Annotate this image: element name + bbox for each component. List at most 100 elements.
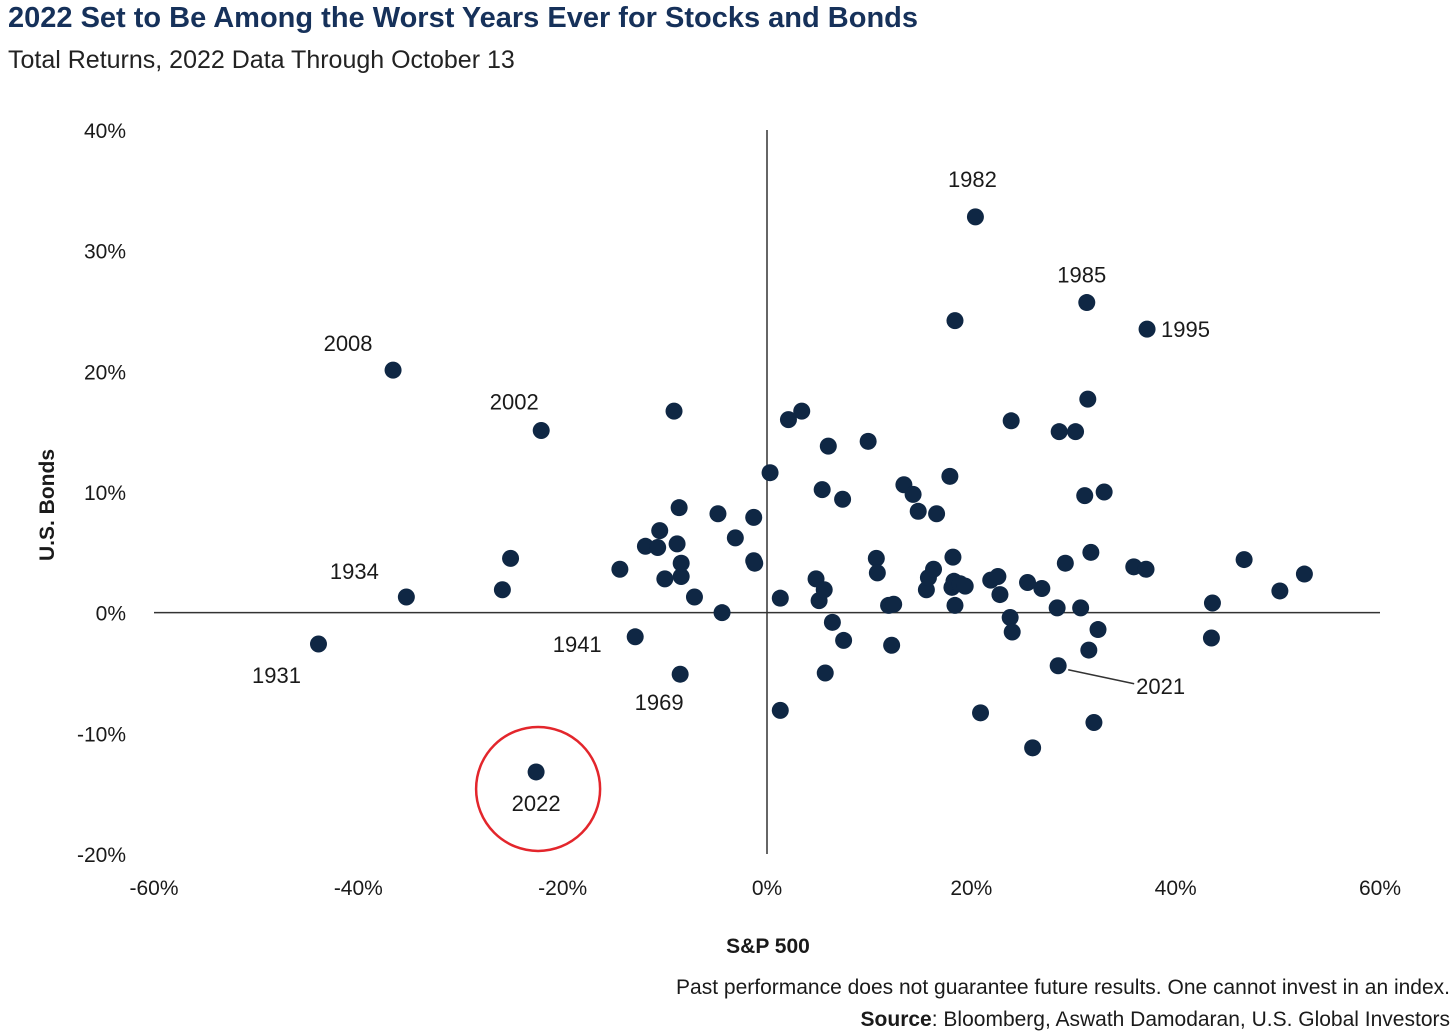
data-point: [1067, 423, 1085, 441]
data-point: [713, 604, 731, 622]
data-point: [885, 595, 903, 613]
leader-line-2021: [1068, 669, 1135, 685]
data-point: [665, 402, 683, 420]
point-label-2002: 2002: [490, 389, 539, 414]
point-label-1931: 1931: [252, 663, 301, 688]
source-note: Source: Bloomberg, Aswath Damodaran, U.S…: [861, 1008, 1450, 1032]
data-point: [1072, 599, 1090, 617]
data-point: [761, 464, 779, 482]
data-point: [1137, 560, 1155, 578]
data-point: [746, 554, 764, 572]
data-point: [670, 499, 688, 517]
data-point: [779, 411, 797, 429]
data-point: [1003, 623, 1021, 641]
data-point: [611, 560, 629, 578]
data-point: [1095, 483, 1113, 501]
data-point: [1080, 641, 1098, 659]
axes: [154, 130, 1380, 854]
data-point-1995: [1138, 320, 1156, 338]
y-tick-label: 0%: [96, 603, 126, 626]
data-point: [771, 701, 789, 719]
point-label-1941: 1941: [553, 632, 602, 657]
data-point: [972, 704, 990, 722]
data-point: [816, 664, 834, 682]
data-point: [793, 402, 811, 420]
data-point: [925, 560, 943, 578]
highlight-circle: [474, 725, 602, 853]
data-point-2021: [1049, 657, 1067, 675]
data-points: [309, 208, 1313, 781]
point-label-2021: 2021: [1136, 674, 1185, 699]
x-tick-label: 20%: [950, 877, 992, 900]
source-text: : Bloomberg, Aswath Damodaran, U.S. Glob…: [931, 1008, 1450, 1031]
data-point: [813, 481, 831, 499]
data-point: [1033, 580, 1051, 598]
data-point: [726, 529, 744, 547]
point-label-1982: 1982: [948, 167, 997, 192]
data-point: [859, 432, 877, 450]
data-point: [1235, 551, 1253, 569]
data-point: [1082, 543, 1100, 561]
data-point: [1202, 629, 1220, 647]
data-point: [1271, 582, 1289, 600]
data-point: [668, 535, 686, 553]
data-point: [944, 548, 962, 566]
data-point: [1079, 390, 1097, 408]
data-point: [956, 577, 974, 595]
data-point: [771, 589, 789, 607]
point-label-1934: 1934: [330, 559, 379, 584]
data-point-2008: [384, 361, 402, 379]
data-point: [946, 312, 964, 330]
data-point: [1002, 412, 1020, 430]
data-point: [1085, 713, 1103, 731]
data-point: [1001, 608, 1019, 626]
data-point-2022: [527, 763, 545, 781]
data-point: [989, 567, 1007, 585]
data-point: [1089, 621, 1107, 639]
data-point-1941: [626, 628, 644, 646]
data-point-2002: [532, 421, 550, 439]
y-tick-label: 30%: [84, 241, 126, 264]
point-label-1995: 1995: [1161, 317, 1210, 342]
source-label: Source: [860, 1008, 932, 1031]
data-point: [883, 636, 901, 654]
data-point: [1076, 487, 1094, 505]
data-point: [991, 586, 1009, 604]
x-tick-label: 0%: [752, 877, 782, 900]
point-label-2022: 2022: [512, 791, 561, 816]
x-axis-title: S&P 500: [726, 935, 810, 958]
data-point: [709, 505, 727, 523]
data-point: [493, 581, 511, 599]
data-point: [672, 554, 690, 572]
data-point: [656, 570, 674, 588]
data-point: [1024, 739, 1042, 757]
data-point: [868, 564, 886, 582]
data-point-1969: [671, 665, 689, 683]
data-point: [1019, 574, 1037, 591]
data-point: [1056, 554, 1074, 572]
tick-labels: -60% -40% -20% 0% 20% 40% 60% -20% -10% 0% 10% 20% 3…: [77, 120, 1401, 900]
data-point: [867, 549, 885, 567]
data-point: [834, 490, 852, 508]
x-tick-label: -40%: [334, 877, 383, 900]
x-tick-label: -60%: [129, 877, 178, 900]
y-tick-label: -10%: [77, 723, 126, 746]
data-point: [745, 508, 763, 526]
point-label-2008: 2008: [324, 331, 373, 356]
data-point-1931: [309, 635, 327, 653]
y-tick-label: 40%: [84, 120, 126, 143]
data-point: [1050, 423, 1068, 441]
data-point-1982: [966, 208, 984, 226]
data-point: [904, 485, 922, 503]
data-point: [651, 522, 669, 540]
data-point: [819, 437, 837, 455]
data-point-1985: [1078, 294, 1096, 312]
data-point: [815, 581, 833, 599]
y-tick-label: 10%: [84, 482, 126, 505]
data-point: [672, 567, 690, 585]
x-tick-label: 40%: [1155, 877, 1197, 900]
data-point: [823, 613, 841, 631]
point-labels: 1982 1985 1995 2008 2002 1934 1931 1941 1969 2021…: [252, 167, 1210, 853]
data-point-1934: [397, 588, 415, 606]
